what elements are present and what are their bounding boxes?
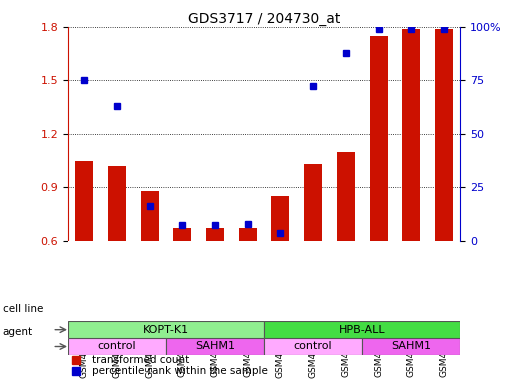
Text: agent: agent: [3, 327, 33, 337]
Bar: [75, 161, 93, 241]
Bar: [271, 196, 289, 241]
Bar: [108, 166, 126, 241]
Bar: [402, 29, 420, 241]
Bar: [68, 338, 166, 355]
Bar: [264, 321, 460, 338]
Text: cell line: cell line: [3, 304, 43, 314]
Bar: [166, 338, 264, 355]
Bar: [206, 228, 224, 241]
Bar: [435, 29, 453, 241]
Bar: [337, 152, 355, 241]
Title: GDS3717 / 204730_at: GDS3717 / 204730_at: [188, 12, 340, 26]
Text: transformed count: transformed count: [92, 355, 189, 365]
Text: HPB-ALL: HPB-ALL: [339, 325, 385, 335]
Bar: [68, 321, 264, 338]
Text: percentile rank within the sample: percentile rank within the sample: [92, 366, 267, 376]
Text: KOPT-K1: KOPT-K1: [143, 325, 189, 335]
Text: control: control: [294, 341, 333, 351]
Bar: [304, 164, 322, 241]
Text: control: control: [98, 341, 137, 351]
Bar: [174, 228, 191, 241]
Text: SAHM1: SAHM1: [391, 341, 431, 351]
Bar: [362, 338, 460, 355]
Bar: [239, 228, 257, 241]
Bar: [264, 338, 362, 355]
Text: SAHM1: SAHM1: [195, 341, 235, 351]
Bar: [141, 191, 158, 241]
Bar: [370, 36, 388, 241]
